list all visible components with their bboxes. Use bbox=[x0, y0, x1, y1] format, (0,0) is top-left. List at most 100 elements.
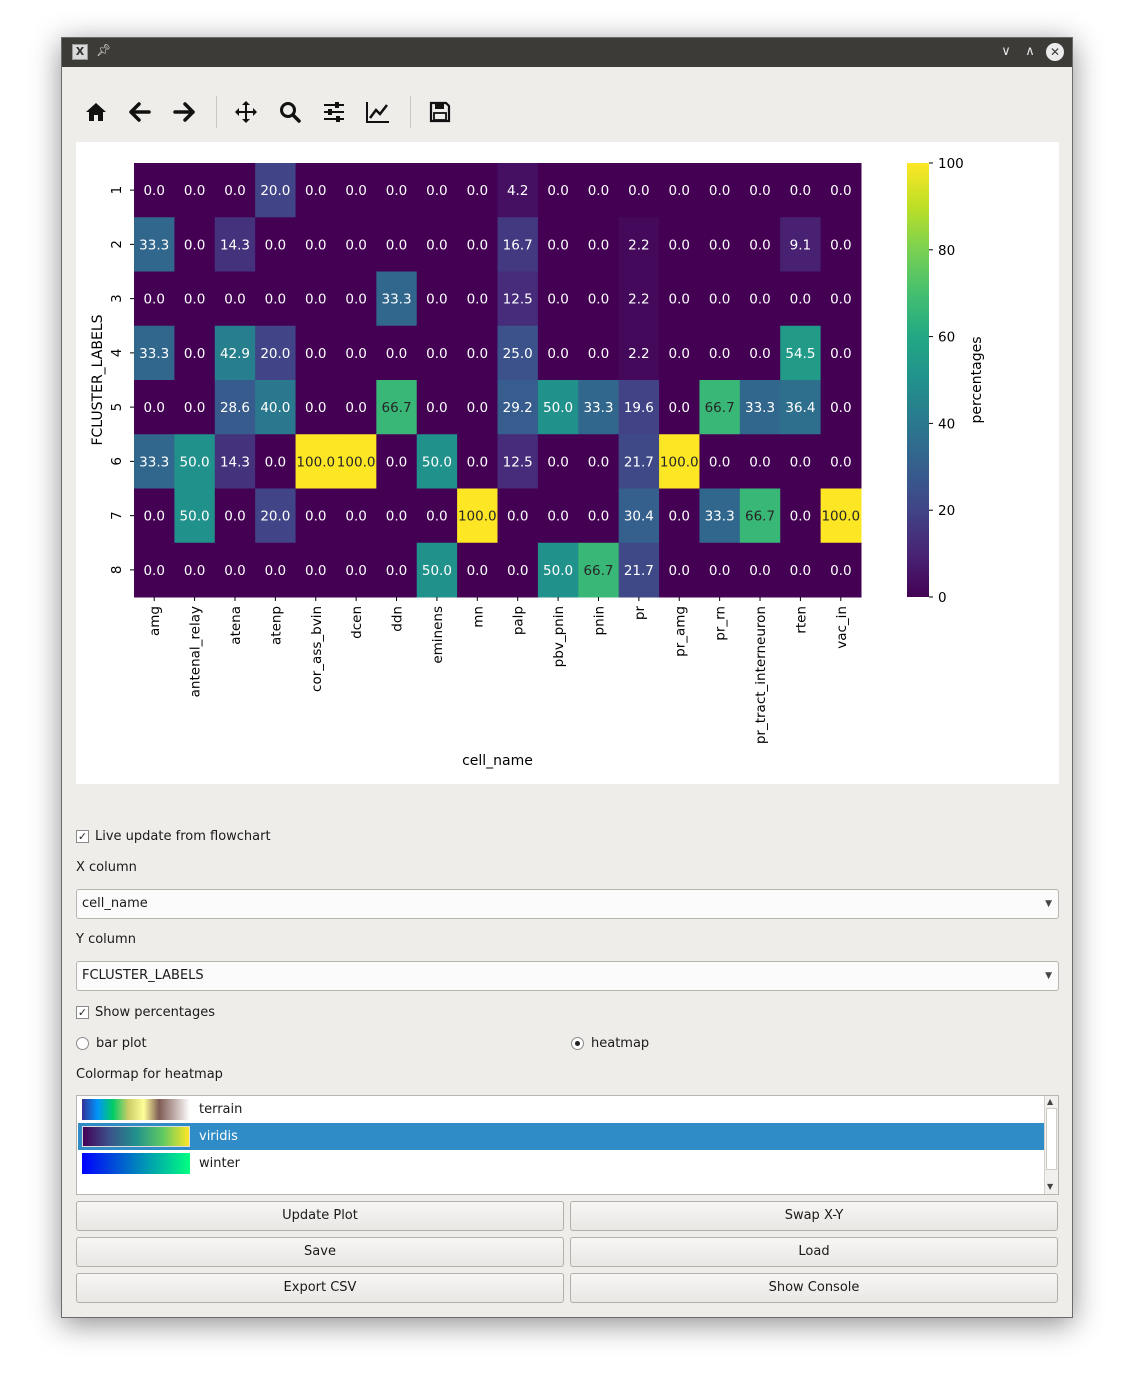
x-column-select[interactable]: cell_name ▼ bbox=[76, 889, 1059, 919]
cell-value-label: 33.3 bbox=[139, 346, 169, 362]
terrain-swatch bbox=[82, 1099, 190, 1120]
edit-axis-icon[interactable] bbox=[360, 94, 396, 130]
heatmap-cell bbox=[335, 488, 377, 544]
colormap-item-winter[interactable]: winter bbox=[78, 1150, 1044, 1177]
home-icon[interactable] bbox=[78, 94, 114, 130]
bar-plot-radio[interactable]: bar plot bbox=[76, 1034, 147, 1052]
heatmap-cell bbox=[134, 217, 175, 272]
plot-canvas[interactable]: 0.0 0.0 0.0 20.0 0.0 0.0 0.0 0.0 0.0 4.2 0.0 0.0 0.0… bbox=[76, 142, 1059, 784]
heatmap-cell bbox=[255, 380, 297, 435]
minimize-button[interactable]: ∨ bbox=[1001, 44, 1011, 59]
x-tick-label: palp bbox=[511, 606, 527, 635]
heatmap-cell bbox=[295, 325, 337, 381]
show-console-button[interactable]: Show Console bbox=[570, 1273, 1058, 1303]
x-tick-label: vac_in bbox=[834, 606, 850, 649]
cell-value-label: 0.0 bbox=[386, 563, 407, 579]
cell-value-label: 21.7 bbox=[624, 454, 654, 470]
y-column-label: Y column bbox=[76, 932, 136, 947]
cell-value-label: 20.0 bbox=[260, 509, 290, 525]
load-button[interactable]: Load bbox=[570, 1237, 1058, 1267]
heatmap-cell bbox=[134, 542, 175, 598]
cell-value-label: 19.6 bbox=[624, 400, 654, 416]
y-column-select[interactable]: FCLUSTER_LABELS ▼ bbox=[76, 961, 1059, 991]
configure-subplots-icon[interactable] bbox=[316, 94, 352, 130]
show-percentages-checkbox[interactable]: ✓ Show percentages bbox=[76, 1003, 215, 1021]
show-percentages-check-icon[interactable]: ✓ bbox=[76, 1005, 89, 1019]
cell-value-label: 0.0 bbox=[830, 183, 851, 199]
cell-value-label: 0.0 bbox=[265, 563, 286, 579]
cell-value-label: 0.0 bbox=[547, 346, 568, 362]
close-button[interactable]: ✕ bbox=[1046, 43, 1064, 61]
heatmap-cell bbox=[174, 542, 216, 598]
cell-value-label: 0.0 bbox=[426, 292, 447, 308]
heatmap-cell bbox=[537, 542, 579, 598]
heatmap-cell bbox=[699, 488, 741, 544]
cell-value-label: 0.0 bbox=[305, 237, 326, 253]
cell-value-label: 0.0 bbox=[749, 237, 770, 253]
cell-value-label: 0.0 bbox=[547, 237, 568, 253]
live-update-checkbox[interactable]: ✓ Live update from flowchart bbox=[76, 827, 271, 845]
title-bar[interactable]: X 📌︎ ∨ ∧ ✕ bbox=[62, 38, 1072, 67]
heatmap-radio[interactable]: heatmap bbox=[571, 1034, 649, 1052]
x-tick-label: eminens bbox=[430, 606, 446, 664]
heatmap-cell bbox=[699, 271, 741, 327]
colormap-item-viridis[interactable]: viridis bbox=[78, 1123, 1044, 1150]
scroll-thumb[interactable] bbox=[1046, 1108, 1057, 1170]
forward-arrow-icon[interactable] bbox=[166, 94, 202, 130]
colormap-item-terrain[interactable]: terrain bbox=[78, 1096, 1044, 1123]
heatmap-cell bbox=[820, 271, 862, 327]
y-tick-label: 3 bbox=[109, 294, 125, 303]
colorbar-tick-label: 40 bbox=[938, 416, 955, 432]
export-csv-button[interactable]: Export CSV bbox=[76, 1273, 564, 1303]
colormap-scrollbar[interactable]: ▲ ▼ bbox=[1044, 1096, 1058, 1194]
cell-value-label: 0.0 bbox=[507, 563, 528, 579]
cell-value-label: 0.0 bbox=[345, 509, 366, 525]
heatmap-cell bbox=[335, 271, 377, 327]
heatmap-cell bbox=[537, 434, 579, 489]
x-tick-label: antenal_relay bbox=[188, 606, 204, 697]
swap-xy-button[interactable]: Swap X-Y bbox=[570, 1201, 1058, 1231]
x-tick-label: pr_amg bbox=[672, 606, 688, 657]
cell-value-label: 14.3 bbox=[220, 454, 250, 470]
cell-value-label: 0.0 bbox=[386, 454, 407, 470]
cell-value-label: 66.7 bbox=[705, 400, 735, 416]
heatmap-cell bbox=[497, 163, 539, 218]
scroll-down-icon[interactable]: ▼ bbox=[1047, 1182, 1054, 1191]
cell-value-label: 0.0 bbox=[830, 563, 851, 579]
heatmap-cell bbox=[214, 163, 256, 218]
bar-plot-radio-icon[interactable] bbox=[76, 1036, 89, 1050]
cell-value-label: 0.0 bbox=[830, 292, 851, 308]
pin-icon[interactable]: 📌︎ bbox=[96, 43, 112, 57]
heatmap-cell bbox=[457, 380, 498, 435]
heatmap-cell bbox=[335, 542, 377, 598]
heatmap-cell bbox=[376, 488, 418, 544]
heatmap-cell bbox=[820, 542, 862, 598]
heatmap-cell bbox=[699, 325, 741, 381]
live-update-check-icon[interactable]: ✓ bbox=[76, 829, 89, 843]
heatmap-cell bbox=[618, 380, 660, 435]
heatmap-cell bbox=[780, 325, 822, 381]
zoom-icon[interactable] bbox=[272, 94, 308, 130]
cell-value-label: 0.0 bbox=[224, 509, 245, 525]
colormap-list[interactable]: terrain viridis winter ▲ ▼ bbox=[76, 1095, 1059, 1195]
y-tick-label: 8 bbox=[109, 566, 125, 575]
heatmap-cell bbox=[578, 271, 620, 327]
save-icon[interactable] bbox=[422, 94, 458, 130]
cell-value-label: 0.0 bbox=[345, 237, 366, 253]
pan-icon[interactable] bbox=[228, 94, 264, 130]
colormap-item-label: terrain bbox=[199, 1102, 243, 1117]
heatmap-radio-icon[interactable] bbox=[571, 1036, 584, 1050]
heatmap-cell bbox=[739, 434, 781, 489]
cell-value-label: 0.0 bbox=[467, 183, 488, 199]
colormap-item-label: viridis bbox=[199, 1129, 238, 1144]
back-arrow-icon[interactable] bbox=[122, 94, 158, 130]
heatmap-cell bbox=[780, 217, 822, 272]
heatmap-cell bbox=[134, 163, 175, 218]
scroll-up-icon[interactable]: ▲ bbox=[1047, 1097, 1054, 1106]
heatmap-cell bbox=[820, 217, 862, 272]
save-button[interactable]: Save bbox=[76, 1237, 564, 1267]
update-plot-button[interactable]: Update Plot bbox=[76, 1201, 564, 1231]
heatmap-cell bbox=[174, 325, 216, 381]
maximize-button[interactable]: ∧ bbox=[1025, 44, 1035, 59]
heatmap-cell bbox=[537, 163, 579, 218]
